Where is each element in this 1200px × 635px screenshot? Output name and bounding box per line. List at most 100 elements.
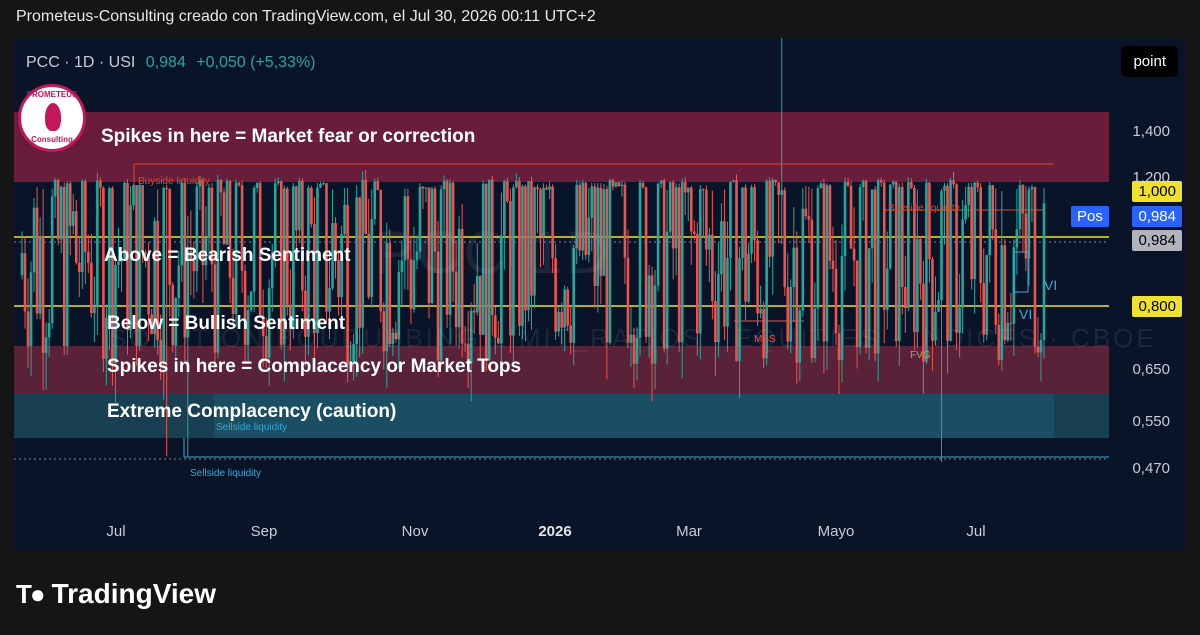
x-axis[interactable]: Jul Sep Nov 2026 Mar Mayo Jul	[14, 513, 1186, 549]
candle-body	[201, 179, 205, 266]
candle-body	[913, 187, 916, 332]
candle-body	[632, 334, 636, 364]
candle-body	[888, 184, 892, 269]
candle-body	[186, 251, 190, 338]
candle-body	[614, 182, 618, 187]
candle-body	[249, 291, 253, 311]
candle-body	[397, 271, 401, 340]
buyside-liquidity-left: Buyside liquidity	[138, 176, 210, 187]
candle-body	[807, 216, 811, 220]
candle-body	[385, 242, 389, 352]
candle-body	[84, 181, 87, 252]
candle-body	[596, 187, 600, 286]
candle-body	[780, 190, 784, 195]
candle-body	[786, 287, 790, 342]
candle-body	[557, 311, 560, 332]
price-chart[interactable]: PCC 1D SOLUTION BOUDUBBING LIMIT_RATIOS …	[14, 38, 1186, 513]
candle-body	[683, 181, 687, 193]
x-tick-sep: Sep	[250, 523, 278, 540]
candle-body	[1039, 339, 1043, 353]
candle-body	[478, 275, 482, 335]
candle-body	[696, 233, 699, 334]
candle-body	[120, 258, 123, 262]
candle-body	[412, 260, 416, 310]
candle-body	[279, 181, 283, 345]
logo-top-text: PROMETEUS	[26, 90, 78, 99]
candle-body	[270, 252, 274, 289]
candle-body	[460, 228, 464, 344]
candle-body	[569, 325, 572, 343]
candle-body	[828, 185, 832, 261]
candle-body	[536, 187, 539, 190]
candle-body	[415, 251, 419, 261]
candle-body	[252, 187, 256, 292]
candle-body	[566, 289, 569, 326]
candle-body	[20, 253, 24, 275]
candle-body	[93, 306, 96, 314]
candle-body	[1000, 245, 1004, 360]
candle-body	[192, 260, 196, 272]
candle-body	[617, 182, 621, 187]
x-tick-nov: Nov	[401, 523, 429, 540]
candle-body	[605, 189, 609, 343]
candle-body	[255, 182, 259, 188]
candle-body	[973, 182, 976, 280]
candle-body	[319, 184, 322, 188]
point-button[interactable]: point	[1121, 46, 1178, 77]
candle-body	[183, 182, 187, 338]
candle-body	[367, 233, 370, 297]
candle-body	[726, 258, 729, 327]
candle-body	[563, 289, 566, 328]
candle-body	[717, 274, 720, 342]
candle-body	[708, 234, 711, 250]
candle-body	[65, 183, 69, 347]
candle-body	[891, 181, 895, 185]
candle-body	[539, 189, 542, 236]
candle-body	[907, 182, 910, 308]
candle-body	[44, 337, 48, 353]
candle-body	[68, 183, 72, 226]
candle-body	[843, 181, 847, 257]
candle-body	[692, 231, 696, 234]
candle-body	[792, 247, 796, 288]
candle-body	[177, 265, 181, 299]
candle-body	[879, 180, 883, 183]
candle-body	[635, 337, 639, 364]
candle-body	[421, 186, 425, 189]
candle-body	[466, 343, 470, 364]
annotation-complacency: Spikes in here = Complacency or Market T…	[107, 356, 522, 377]
candle-body	[910, 182, 913, 188]
candle-body	[753, 187, 756, 241]
candle-body	[487, 179, 491, 361]
candle-body	[90, 262, 93, 314]
candle-body	[304, 290, 307, 337]
last-price: 0,984	[145, 54, 186, 71]
candle-body	[451, 182, 455, 272]
candle-body	[1003, 245, 1007, 341]
candle-body	[316, 187, 319, 334]
candle-body	[150, 314, 153, 335]
candle-body	[937, 300, 940, 312]
candle-body	[47, 323, 51, 338]
candle-body	[307, 187, 310, 337]
candle-body	[846, 181, 850, 186]
sellside-liquidity-outer: Sellside liquidity	[190, 468, 262, 479]
candle-body	[433, 188, 437, 252]
candle-body	[861, 180, 865, 188]
candle-body	[189, 251, 193, 261]
candle-body	[129, 205, 132, 331]
candle-body	[674, 187, 678, 249]
y-tick-0650: 0,650	[1132, 361, 1170, 378]
candle-body	[991, 185, 995, 230]
candle-body	[62, 186, 66, 347]
fvg-label: FVG	[910, 350, 931, 361]
candle-body	[765, 180, 768, 359]
chart-canvas[interactable]	[14, 38, 1186, 513]
candle-body	[138, 185, 141, 346]
candle-body	[626, 257, 630, 343]
position-tag[interactable]: Pos	[1071, 206, 1109, 227]
candle-body	[548, 186, 551, 190]
fear-zone	[14, 112, 1109, 182]
symbol-legend[interactable]: PCC · 1D · USI 0,984 +0,050 (+5,33%)	[26, 54, 316, 72]
candle-body	[1009, 322, 1013, 324]
